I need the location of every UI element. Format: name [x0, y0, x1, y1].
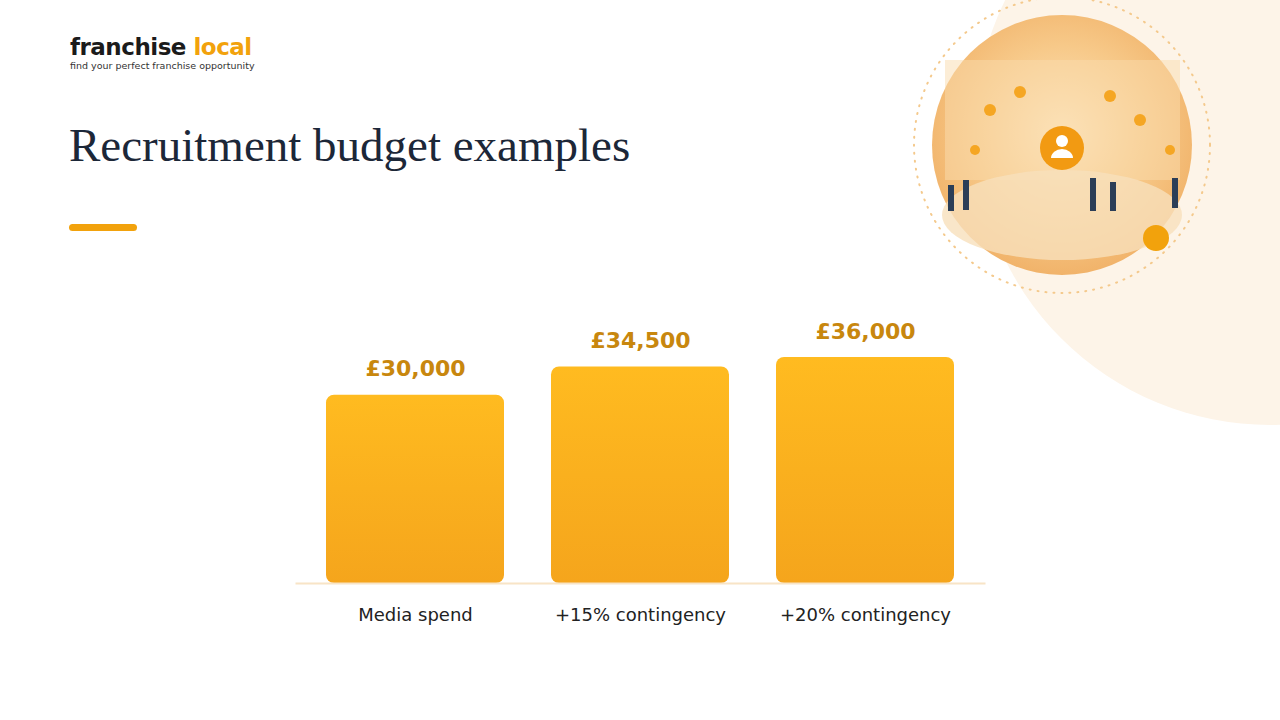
svg-text:Media spend: Media spend	[358, 604, 473, 625]
html-text:find your perfect franchise op: find your perfect franchise opportunity	[70, 60, 255, 71]
html-text:franchise local: franchise local	[70, 34, 252, 60]
svg-text:£36,000: £36,000	[815, 319, 915, 344]
svg-text:£30,000: £30,000	[365, 356, 465, 381]
html-text:Recruitment budget examples: Recruitment budget examples	[69, 119, 631, 171]
svg-text:+20% contingency: +20% contingency	[780, 604, 951, 625]
svg-text:£34,500: £34,500	[590, 328, 690, 353]
svg-text:+15% contingency: +15% contingency	[555, 604, 726, 625]
